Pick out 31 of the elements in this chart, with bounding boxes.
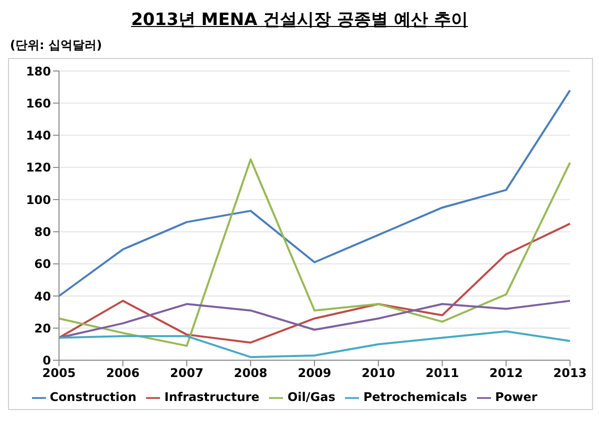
x-tick-label: 2006 xyxy=(106,366,140,380)
legend-label: Construction xyxy=(50,390,136,404)
x-tick-label: 2007 xyxy=(170,366,204,380)
legend-label: Power xyxy=(495,390,538,404)
line-series xyxy=(58,158,571,347)
x-tick-label: 2011 xyxy=(426,366,459,380)
legend-label: Oil/Gas xyxy=(287,390,336,404)
y-tick-label: 160 xyxy=(26,96,51,110)
y-tick-label: 20 xyxy=(34,321,51,336)
chart-subtitle: (단위: 십억달러) xyxy=(10,37,103,54)
line-series xyxy=(58,330,571,358)
y-tick-label: 120 xyxy=(26,160,51,175)
y-tick-label: 180 xyxy=(26,64,51,78)
legend-label: Infrastructure xyxy=(164,390,260,404)
x-tick-label: 2009 xyxy=(298,366,332,380)
x-tick-label: 2012 xyxy=(489,366,523,380)
y-tick-label: 80 xyxy=(34,224,51,239)
chart-title: 2013년 MENA 건설시장 공종별 예산 추이 xyxy=(130,9,469,31)
x-tick-label: 2008 xyxy=(234,366,268,380)
y-tick-label: 0 xyxy=(42,354,51,368)
line-series xyxy=(58,89,571,297)
legend-label: Petrochemicals xyxy=(363,390,468,404)
y-tick-label: 140 xyxy=(26,128,51,143)
y-tick-label: 40 xyxy=(34,289,51,304)
line-series xyxy=(58,300,571,339)
x-tick-label: 2005 xyxy=(42,366,76,380)
line-series xyxy=(58,222,571,344)
y-tick-label: 60 xyxy=(34,257,51,272)
x-tick-label: 2013 xyxy=(553,366,587,380)
x-tick-label: 2010 xyxy=(362,366,396,380)
y-tick-label: 100 xyxy=(26,192,51,207)
